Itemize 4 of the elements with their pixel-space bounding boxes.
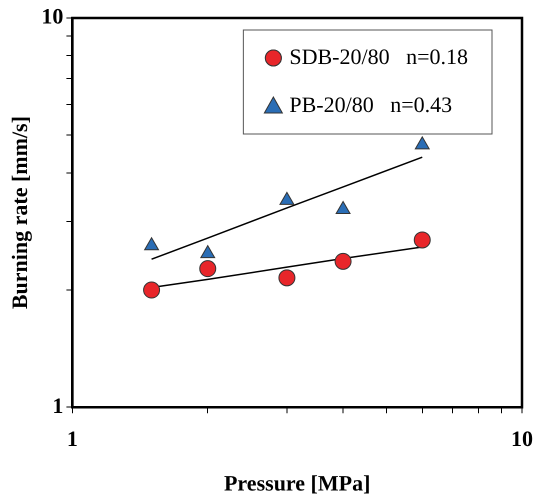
y-axis-title: Burning rate [mm/s]: [6, 116, 32, 310]
legend-label: PB-20/80 n=0.43: [289, 92, 452, 117]
legend-label: SDB-20/80 n=0.18: [289, 44, 468, 69]
x-axis-title: Pressure [MPa]: [224, 470, 370, 496]
